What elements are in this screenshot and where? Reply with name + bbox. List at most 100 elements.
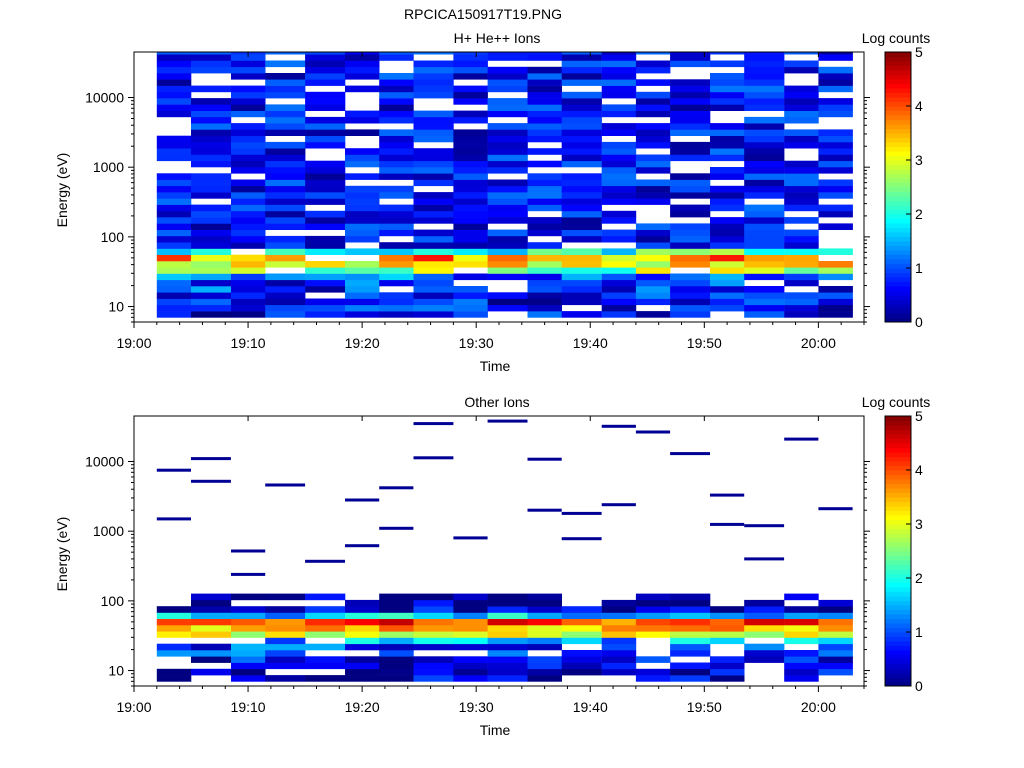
heatmap-cell <box>231 160 266 168</box>
colorbar-tick-label: 5 <box>915 44 923 60</box>
heatmap-cell <box>453 261 488 268</box>
heatmap-cell <box>710 141 745 149</box>
heatmap-cell <box>265 662 306 670</box>
heatmap-cell <box>265 110 306 118</box>
heatmap-cell <box>156 267 192 274</box>
heatmap-cell <box>818 668 853 676</box>
heatmap-cell <box>487 141 528 149</box>
heatmap-cell <box>453 235 488 243</box>
heatmap-cell <box>710 273 745 281</box>
heatmap-cell <box>710 85 745 93</box>
heatmap-cell <box>487 298 528 306</box>
heatmap-cell <box>635 167 671 174</box>
heatmap-cell <box>818 507 853 511</box>
heatmap-cell <box>191 98 232 105</box>
heatmap-cell <box>635 599 671 607</box>
heatmap-cell <box>265 625 306 632</box>
heatmap-cell <box>156 148 192 155</box>
heatmap-cell <box>670 242 711 249</box>
colorbar-swatch <box>885 573 911 579</box>
heatmap-cell <box>818 167 853 174</box>
heatmap-cell <box>561 110 602 118</box>
heatmap-cell <box>561 129 602 136</box>
heatmap-cell <box>784 304 819 312</box>
heatmap-cell <box>670 116 711 124</box>
colorbar-swatch <box>885 605 911 610</box>
heatmap-cell <box>601 148 637 155</box>
colorbar-swatch <box>885 232 911 237</box>
heatmap-cell <box>561 79 602 86</box>
heatmap-cell <box>784 631 819 638</box>
heatmap-cell <box>305 606 346 613</box>
heatmap-cell <box>561 612 602 619</box>
heatmap-cell <box>710 668 745 676</box>
heatmap-cell <box>710 493 745 497</box>
heatmap-cell <box>784 606 819 613</box>
heatmap-cell <box>379 273 414 281</box>
heatmap-cell <box>191 279 232 287</box>
heatmap-cell <box>670 141 711 149</box>
colorbar-swatch <box>885 470 911 475</box>
heatmap-cell <box>191 223 232 230</box>
colorbar-swatch <box>885 304 911 309</box>
x-tick-label: 19:40 <box>573 335 608 351</box>
heatmap-cell <box>453 85 488 93</box>
heatmap-cell <box>379 135 414 143</box>
heatmap-cell <box>305 73 346 80</box>
colorbar-swatch <box>885 434 911 439</box>
colorbar-swatch <box>885 178 911 183</box>
heatmap-cell <box>710 304 745 312</box>
heatmap-cell <box>635 154 671 162</box>
heatmap-cell <box>635 656 671 663</box>
heatmap-cell <box>670 643 711 651</box>
heatmap-cell <box>453 248 488 255</box>
heatmap-cell <box>379 656 414 663</box>
colorbar-swatch <box>885 173 911 179</box>
heatmap-cell <box>487 160 528 168</box>
heatmap-cell <box>527 123 562 130</box>
heatmap-cell <box>487 625 528 632</box>
colorbar-swatch <box>885 551 911 556</box>
heatmap-cell <box>818 304 853 312</box>
heatmap-cell <box>265 254 306 262</box>
heatmap-cell <box>784 116 819 124</box>
colorbar-swatch <box>885 506 911 511</box>
heatmap-cell <box>305 98 346 105</box>
colorbar-swatch <box>885 614 911 619</box>
heatmap-cell <box>191 593 232 601</box>
colorbar-swatch <box>885 299 911 305</box>
heatmap-cell <box>818 292 853 299</box>
heatmap-cell <box>156 606 192 613</box>
heatmap-cell <box>156 135 192 143</box>
heatmap-cell <box>710 167 745 174</box>
heatmap-cell <box>453 66 488 74</box>
colorbar: 0 1 2 3 4 5 <box>884 44 923 330</box>
heatmap-cell <box>744 217 785 224</box>
heatmap-cell <box>561 210 602 218</box>
heatmap-cell <box>345 544 380 548</box>
heatmap-cell <box>265 593 306 601</box>
colorbar-swatch <box>885 578 911 583</box>
heatmap-cell <box>601 612 637 619</box>
heatmap-cell <box>635 286 671 293</box>
heatmap-cell <box>527 185 562 193</box>
heatmap-cell <box>453 167 488 174</box>
heatmap-cell <box>670 593 711 601</box>
heatmap-cell <box>670 60 711 68</box>
heatmap-cell <box>413 675 454 682</box>
heatmap-cell <box>265 79 306 86</box>
heatmap-cell <box>527 273 562 281</box>
heatmap-cell <box>305 298 346 306</box>
heatmap-cell <box>191 304 232 312</box>
heatmap-cell <box>305 52 346 55</box>
heatmap-cell <box>305 60 346 68</box>
heatmap-cell <box>527 637 562 645</box>
heatmap-cell <box>527 192 562 199</box>
heatmap-cell <box>156 625 192 632</box>
heatmap-cell <box>601 503 636 507</box>
heatmap-cell <box>305 304 346 312</box>
heatmap-cell <box>265 217 306 224</box>
heatmap-cell <box>527 198 562 205</box>
heatmap-cell <box>487 98 528 105</box>
heatmap-cell <box>379 261 414 268</box>
